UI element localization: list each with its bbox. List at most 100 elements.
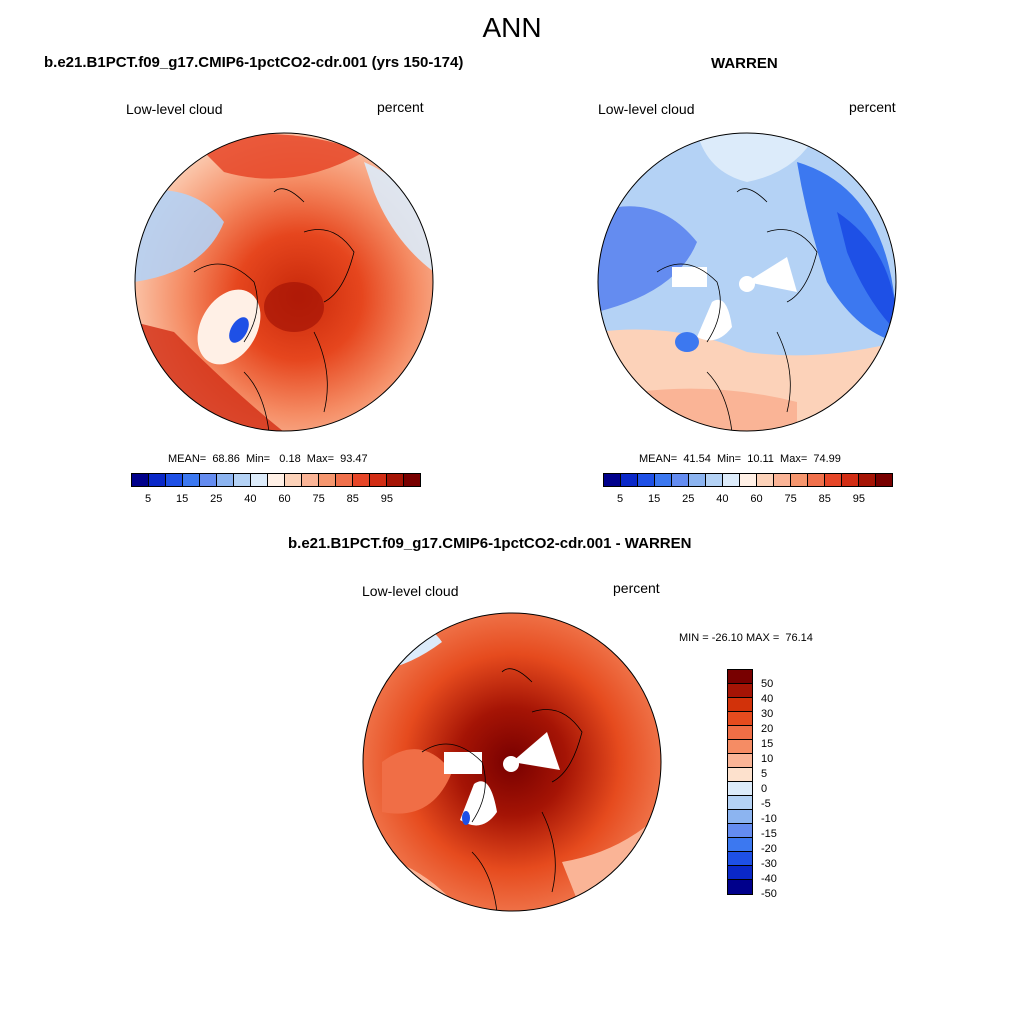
colorbar-tick-label: 20 bbox=[761, 723, 774, 735]
colorbar-swatch bbox=[728, 852, 752, 866]
colorbar-tick-label: 50 bbox=[761, 678, 774, 690]
colorbar-swatch bbox=[621, 474, 638, 486]
colorbar-swatch bbox=[268, 474, 285, 486]
colorbar-swatch bbox=[728, 796, 752, 810]
model-stats: MEAN= 68.86 Min= 0.18 Max= 93.47 bbox=[168, 453, 368, 465]
obs-units-label: percent bbox=[849, 99, 896, 115]
obs-colorbar-swatches bbox=[603, 473, 893, 487]
colorbar-swatch bbox=[689, 474, 706, 486]
colorbar-tick-label: 25 bbox=[682, 493, 695, 505]
colorbar-swatch bbox=[404, 474, 420, 486]
diff-panel-title: b.e21.B1PCT.f09_g17.CMIP6-1pctCO2-cdr.00… bbox=[288, 535, 692, 552]
colorbar-swatch bbox=[728, 768, 752, 782]
colorbar-tick-label: 10 bbox=[761, 753, 774, 765]
colorbar-swatch bbox=[183, 474, 200, 486]
colorbar-swatch bbox=[166, 474, 183, 486]
colorbar-swatch bbox=[353, 474, 370, 486]
colorbar-swatch bbox=[728, 810, 752, 824]
colorbar-tick-label: 5 bbox=[144, 493, 152, 505]
model-panel-title: b.e21.B1PCT.f09_g17.CMIP6-1pctCO2-cdr.00… bbox=[44, 54, 464, 71]
colorbar-swatch bbox=[728, 838, 752, 852]
colorbar-swatch bbox=[217, 474, 234, 486]
colorbar-tick-label: -10 bbox=[761, 813, 777, 825]
colorbar-tick-label: 85 bbox=[818, 493, 831, 505]
model-colorbar-ticks: 5 15 25 40 60 75 85 95 bbox=[131, 493, 421, 507]
colorbar-swatch bbox=[791, 474, 808, 486]
obs-colorbar bbox=[603, 473, 893, 487]
colorbar-swatch bbox=[859, 474, 876, 486]
model-polar-map bbox=[134, 132, 434, 432]
colorbar-tick-label: 40 bbox=[244, 493, 257, 505]
colorbar-tick-label: -30 bbox=[761, 858, 777, 870]
colorbar-tick-label: 15 bbox=[176, 493, 189, 505]
figure-title: ANN bbox=[482, 12, 542, 43]
colorbar-swatch bbox=[387, 474, 404, 486]
colorbar-tick-label: 95 bbox=[380, 493, 393, 505]
colorbar-tick-label: 75 bbox=[784, 493, 797, 505]
colorbar-tick-label: -15 bbox=[761, 828, 777, 840]
obs-variable-label: Low-level cloud bbox=[598, 101, 695, 117]
colorbar-tick-label: 85 bbox=[346, 493, 359, 505]
colorbar-tick-label: 0 bbox=[761, 783, 768, 795]
colorbar-tick-label: -40 bbox=[761, 873, 777, 885]
colorbar-swatch bbox=[132, 474, 149, 486]
obs-panel-title: WARREN bbox=[711, 55, 778, 72]
colorbar-swatch bbox=[638, 474, 655, 486]
colorbar-swatch bbox=[728, 726, 752, 740]
colorbar-tick-label: -50 bbox=[761, 888, 777, 900]
colorbar-swatch bbox=[319, 474, 336, 486]
colorbar-swatch bbox=[302, 474, 319, 486]
colorbar-swatch bbox=[672, 474, 689, 486]
colorbar-swatch bbox=[200, 474, 217, 486]
model-variable-label: Low-level cloud bbox=[126, 101, 223, 117]
colorbar-tick-label: 40 bbox=[716, 493, 729, 505]
colorbar-swatch bbox=[728, 670, 752, 684]
colorbar-swatch bbox=[728, 754, 752, 768]
diff-stats: MIN = -26.10 MAX = 76.14 bbox=[679, 632, 813, 644]
colorbar-swatch bbox=[728, 684, 752, 698]
colorbar-swatch bbox=[774, 474, 791, 486]
obs-colorbar-ticks: 5 15 25 40 60 75 85 95 bbox=[603, 493, 893, 507]
colorbar-tick-label: 15 bbox=[648, 493, 661, 505]
colorbar-swatch bbox=[757, 474, 774, 486]
colorbar-swatch bbox=[728, 866, 752, 880]
model-colorbar bbox=[131, 473, 421, 487]
colorbar-tick-label: 5 bbox=[761, 768, 768, 780]
colorbar-swatch bbox=[370, 474, 387, 486]
colorbar-swatch bbox=[740, 474, 757, 486]
colorbar-swatch bbox=[336, 474, 353, 486]
diff-colorbar-swatches bbox=[727, 669, 753, 895]
model-colorbar-swatches bbox=[131, 473, 421, 487]
colorbar-swatch bbox=[723, 474, 740, 486]
diff-polar-map bbox=[362, 612, 662, 912]
colorbar-swatch bbox=[728, 824, 752, 838]
obs-stats: MEAN= 41.54 Min= 10.11 Max= 74.99 bbox=[639, 453, 841, 465]
colorbar-swatch bbox=[728, 880, 752, 894]
diff-colorbar-ticks: 50 40 30 20 15 10 5 0 -5 -10 -15 -20 -30 -40 -50 bbox=[727, 669, 787, 911]
colorbar-swatch bbox=[285, 474, 302, 486]
colorbar-swatch bbox=[808, 474, 825, 486]
colorbar-swatch bbox=[234, 474, 251, 486]
diff-colorbar bbox=[727, 669, 753, 895]
colorbar-swatch bbox=[842, 474, 859, 486]
colorbar-swatch bbox=[825, 474, 842, 486]
colorbar-tick-label: 15 bbox=[761, 738, 774, 750]
colorbar-swatch bbox=[604, 474, 621, 486]
colorbar-swatch bbox=[876, 474, 892, 486]
colorbar-swatch bbox=[728, 740, 752, 754]
colorbar-swatch bbox=[728, 698, 752, 712]
colorbar-swatch bbox=[655, 474, 672, 486]
colorbar-tick-label: 5 bbox=[616, 493, 624, 505]
colorbar-tick-label: 60 bbox=[750, 493, 763, 505]
model-units-label: percent bbox=[377, 99, 424, 115]
colorbar-swatch bbox=[251, 474, 268, 486]
colorbar-tick-label: 60 bbox=[278, 493, 291, 505]
colorbar-tick-label: -5 bbox=[761, 798, 771, 810]
diff-variable-label: Low-level cloud bbox=[362, 583, 459, 599]
colorbar-swatch bbox=[149, 474, 166, 486]
colorbar-tick-label: 75 bbox=[312, 493, 325, 505]
colorbar-tick-label: 25 bbox=[210, 493, 223, 505]
colorbar-swatch bbox=[706, 474, 723, 486]
colorbar-swatch bbox=[728, 782, 752, 796]
colorbar-tick-label: -20 bbox=[761, 843, 777, 855]
